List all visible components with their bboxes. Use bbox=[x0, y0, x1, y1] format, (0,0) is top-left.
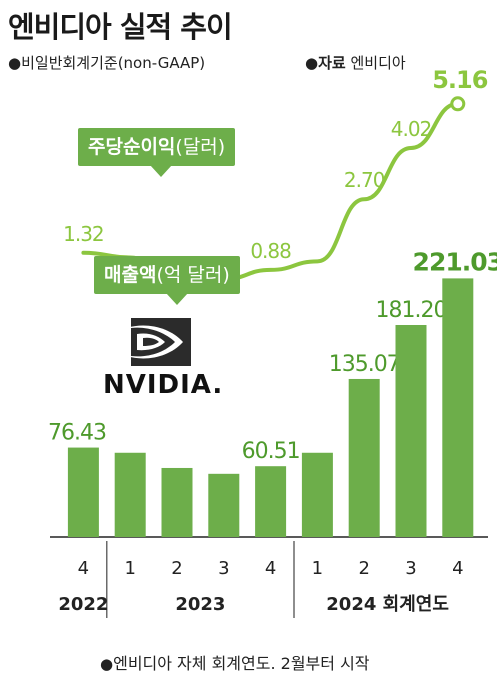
eps-data-label: 2.70 bbox=[344, 168, 385, 192]
revenue-bar bbox=[348, 378, 380, 537]
revenue-callout-title: 매출액 bbox=[104, 264, 157, 286]
eps-data-label: 4.02 bbox=[391, 117, 432, 141]
revenue-bar bbox=[301, 452, 333, 537]
bullet-icon: ● bbox=[305, 54, 319, 72]
eps-end-marker bbox=[450, 96, 466, 112]
x-tick-label: 2 bbox=[358, 558, 369, 579]
eps-callout: 주당순이익(달러) bbox=[78, 128, 236, 177]
x-tick-label: 1 bbox=[312, 558, 323, 579]
revenue-bar bbox=[67, 447, 99, 537]
nvidia-eye-icon bbox=[105, 318, 191, 366]
nvidia-logo: NVIDIA. bbox=[103, 316, 223, 400]
revenue-bar bbox=[208, 473, 240, 537]
revenue-bar bbox=[442, 278, 474, 537]
x-tick-label: 4 bbox=[265, 558, 276, 579]
x-tick-label: 1 bbox=[124, 558, 135, 579]
revenue-data-label: 221.03 bbox=[413, 247, 497, 276]
source-note: ●자료 엔비디아 bbox=[305, 52, 406, 73]
eps-data-label: 0.88 bbox=[250, 239, 291, 263]
eps-data-label: 1.32 bbox=[63, 222, 104, 246]
year-group-label: 2022 bbox=[58, 594, 108, 615]
bullet-icon: ● bbox=[100, 655, 114, 673]
x-tick-label: 4 bbox=[452, 558, 463, 579]
x-tick-label: 3 bbox=[218, 558, 229, 579]
revenue-data-label: 181.20 bbox=[376, 298, 447, 323]
revenue-bar bbox=[114, 452, 146, 537]
nvidia-logo-text: NVIDIA. bbox=[103, 370, 224, 400]
bullet-icon: ● bbox=[8, 54, 22, 72]
footnote-text: 엔비디아 자체 회계연도. 2월부터 시작 bbox=[113, 654, 370, 673]
revenue-callout-unit: (억 달러) bbox=[156, 264, 230, 286]
revenue-bar bbox=[161, 467, 193, 537]
basis-note-text: 비일반회계기준(non-GAAP) bbox=[21, 54, 206, 72]
source-label: 자료 bbox=[318, 54, 346, 72]
basis-note: ●비일반회계기준(non-GAAP) bbox=[8, 52, 205, 73]
eps-data-label: 5.16 bbox=[432, 66, 488, 94]
eps-callout-title: 주당순이익 bbox=[88, 136, 176, 158]
revenue-data-label: 135.07 bbox=[329, 352, 400, 377]
x-tick-label: 3 bbox=[405, 558, 416, 579]
x-tick-label: 2 bbox=[171, 558, 182, 579]
revenue-bar bbox=[395, 324, 427, 537]
source-value: 엔비디아 bbox=[350, 54, 406, 72]
eps-callout-unit: (달러) bbox=[175, 136, 226, 158]
revenue-callout: 매출액(억 달러) bbox=[94, 256, 240, 305]
x-tick-label: 4 bbox=[78, 558, 89, 579]
year-group-label: 2023 bbox=[175, 594, 225, 615]
footnote: ●엔비디아 자체 회계연도. 2월부터 시작 bbox=[100, 650, 370, 674]
revenue-data-label: 60.51 bbox=[242, 439, 300, 464]
revenue-bar bbox=[255, 466, 287, 537]
chart-title: 엔비디아 실적 추이 bbox=[8, 10, 233, 44]
year-group-label: 2024 회계연도 bbox=[326, 594, 449, 615]
revenue-data-label: 76.43 bbox=[48, 421, 106, 446]
